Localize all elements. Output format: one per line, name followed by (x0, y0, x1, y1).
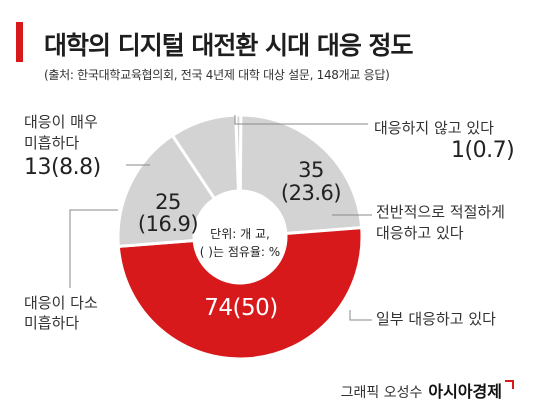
center-unit-note-line1: 단위: 개 교, (210, 227, 270, 241)
slice-label-appropriate-line1: 전반적으로 적절하게 (376, 203, 505, 221)
slice-label-not-responding: 대응하지 않고 있다 (374, 119, 494, 137)
slice-value-appropriate: 35 (298, 158, 324, 182)
slice-value-very-lacking: 13(8.8) (24, 155, 101, 180)
brand-mark-icon (505, 380, 514, 389)
slice-label-very-lacking-line1: 대응이 매우 (24, 113, 98, 131)
leader-not-responding (234, 115, 368, 125)
slice-label-somewhat-lacking-line1: 대응이 다소 (24, 294, 98, 312)
slice-label-partial: 일부 대응하고 있다 (376, 310, 496, 328)
chart-title: 대학의 디지털 대전환 시대 대응 정도 (44, 31, 414, 60)
chart-subtitle: (출처: 한국대학교육협의회, 전국 4년제 대학 대상 설문, 148개교 응… (44, 68, 390, 82)
slice-very-lacking (170, 113, 240, 201)
slice-appropriate (238, 113, 364, 236)
slice-label-somewhat-lacking-line2: 미흡하다 (24, 314, 80, 332)
brand-logo: 아시아경제 (428, 382, 502, 401)
slice-value-somewhat-lacking: 25 (155, 190, 181, 214)
title-accent-bar (16, 22, 23, 62)
credit-text: 그래픽 오성수 (340, 385, 423, 401)
slice-label-very-lacking-line2: 미흡하다 (24, 134, 80, 152)
slice-share-somewhat-lacking: (16.9) (137, 212, 199, 236)
credit: 그래픽 오성수 아시아경제 (341, 378, 514, 402)
leader-partial (349, 310, 372, 321)
center-unit-note-line2: ( )는 점유율: % (199, 245, 281, 259)
slice-partial (116, 225, 364, 361)
slice-label-appropriate-line2: 대응하고 있다 (376, 224, 464, 242)
slice-value-partial: 74(50) (204, 295, 278, 321)
slice-share-appropriate: (23.6) (280, 181, 342, 205)
slice-value-not-responding: 1(0.7) (451, 138, 515, 163)
leader-somewhat-lacking (69, 209, 118, 288)
